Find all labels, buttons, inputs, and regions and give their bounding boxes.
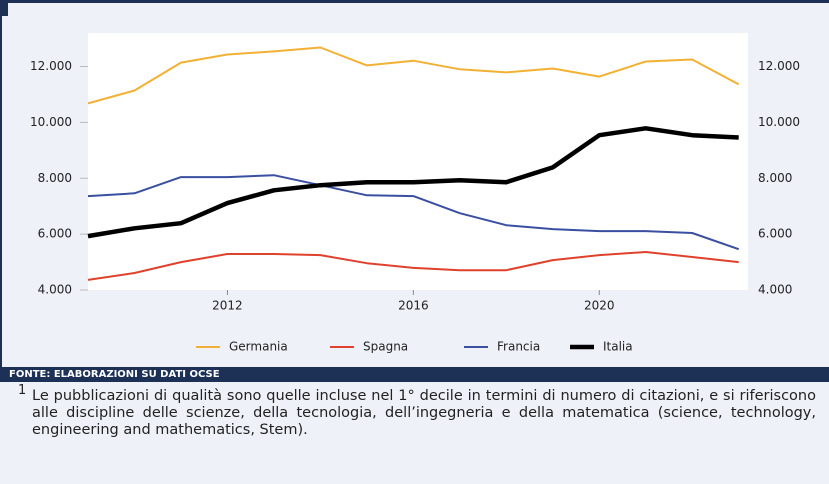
y2-tick-label: 10.000 bbox=[758, 115, 800, 129]
series-line bbox=[87, 174, 740, 251]
y-tick-label: 12.000 bbox=[30, 59, 72, 73]
y-tick-label: 10.000 bbox=[30, 115, 72, 129]
footnote-text: Le pubblicazioni di qualità sono quelle … bbox=[32, 388, 816, 438]
legend-label: Francia bbox=[497, 340, 540, 354]
y-tick-label: 6.000 bbox=[38, 227, 72, 241]
footnote: 1 Le pubblicazioni di qualità sono quell… bbox=[18, 383, 816, 439]
y2-tick-label: 8.000 bbox=[758, 171, 792, 185]
top-rule bbox=[0, 0, 829, 3]
y-tick-label: 8.000 bbox=[38, 171, 72, 185]
plot-area bbox=[88, 33, 748, 290]
source: FONTE: ELABORAZIONI SU DATI OCSE bbox=[0, 367, 829, 382]
left-rule bbox=[0, 0, 2, 367]
series-line bbox=[87, 251, 739, 281]
x-tick-label: 2012 bbox=[212, 299, 243, 313]
legend-label: Spagna bbox=[363, 340, 408, 354]
footnote-marker: 1 bbox=[18, 383, 27, 398]
y-tick-label: 4.000 bbox=[38, 283, 72, 297]
chart: 4.000 6.000 8.000 10.000 12.000 4.000 6.000 8.0… bbox=[0, 0, 829, 367]
y2-tick-label: 4.000 bbox=[758, 283, 792, 297]
series-line bbox=[87, 46, 740, 105]
y2-tick-label: 12.000 bbox=[758, 59, 800, 73]
x-tick-label: 2016 bbox=[398, 299, 429, 313]
x-tick-label: 2020 bbox=[584, 299, 615, 313]
legend-label: Germania bbox=[229, 340, 288, 354]
legend-label: Italia bbox=[603, 340, 633, 354]
series-line bbox=[87, 126, 739, 239]
top-tab bbox=[0, 0, 8, 16]
y2-tick-label: 6.000 bbox=[758, 227, 792, 241]
